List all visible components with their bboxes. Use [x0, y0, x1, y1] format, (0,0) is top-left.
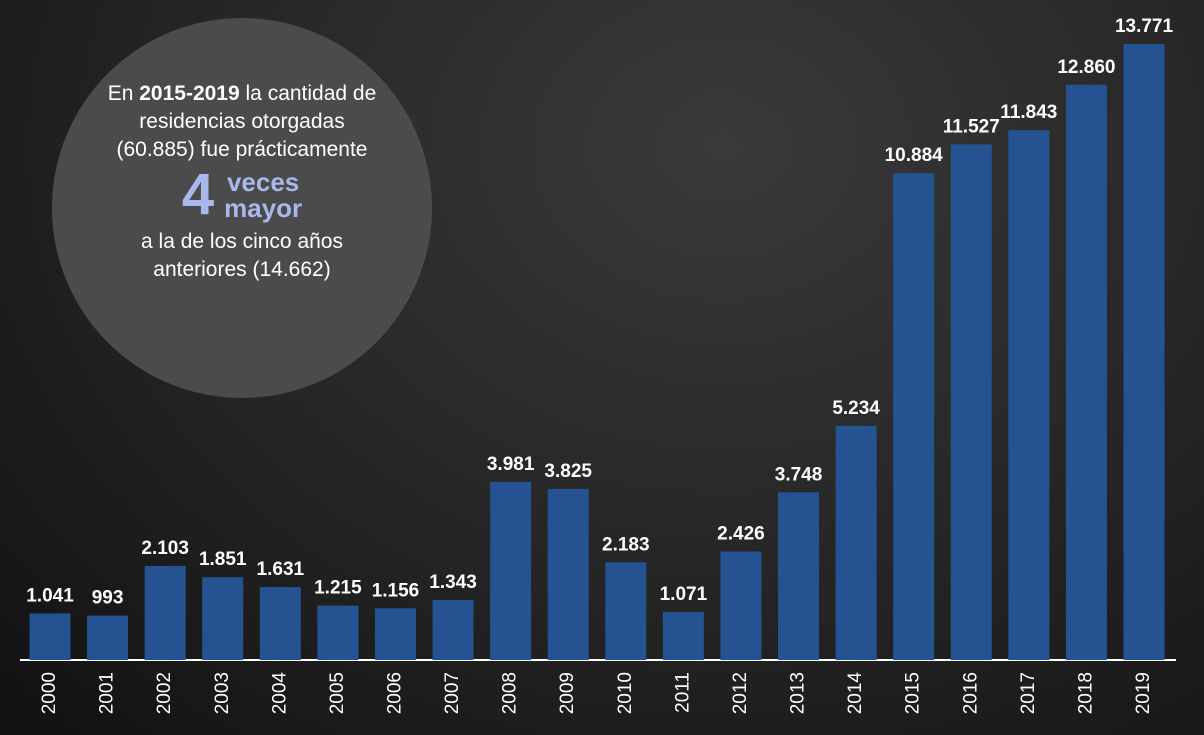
value-label: 2.183 — [602, 534, 650, 555]
value-label: 12.860 — [1057, 57, 1115, 78]
x-tick-label: 2011 — [672, 672, 693, 713]
value-label: 2.103 — [141, 538, 189, 559]
bar — [605, 562, 647, 660]
x-tick-label: 2015 — [903, 672, 924, 714]
bar — [144, 565, 186, 660]
value-label: 2.426 — [717, 523, 765, 544]
bar — [1123, 44, 1165, 660]
annotation-words: veces mayor — [224, 169, 302, 221]
x-tick-label: 2005 — [327, 672, 348, 714]
value-label: 11.527 — [943, 116, 1000, 137]
bar — [432, 599, 474, 660]
bar — [950, 144, 992, 660]
bar — [87, 615, 129, 660]
value-label: 11.843 — [1000, 102, 1057, 123]
x-tick-label: 2017 — [1018, 672, 1039, 714]
annotation-text2: a la de los cinco años anteriores (14.66… — [141, 230, 343, 281]
x-tick-label: 2008 — [500, 672, 521, 714]
annotation-factor: 4 — [181, 162, 215, 227]
value-label: 13.771 — [1115, 16, 1174, 37]
x-tick-label: 2013 — [788, 672, 809, 714]
bar — [778, 492, 820, 660]
value-label: 3.825 — [544, 461, 592, 482]
x-tick-label: 2002 — [154, 672, 175, 714]
x-tick-label: 2001 — [97, 672, 118, 714]
x-tick-label: 2010 — [615, 672, 636, 714]
annotation-text1: la cantidad de residencias otorgadas (60… — [116, 82, 377, 161]
x-tick-label: 2006 — [384, 672, 405, 714]
x-tick-label: 2004 — [269, 672, 290, 715]
value-label: 10.884 — [885, 145, 944, 166]
bar — [317, 605, 359, 660]
annotation-period: 2015-2019 — [139, 82, 240, 105]
bar — [662, 612, 704, 660]
bar — [29, 613, 71, 660]
annotation-highlight: 4 veces mayor — [107, 166, 377, 224]
bar — [490, 481, 532, 660]
bar — [259, 587, 301, 660]
x-tick-label: 2012 — [730, 672, 751, 714]
annotation-word: mayor — [224, 193, 303, 223]
bar — [893, 173, 935, 660]
annotation-text: En 2015-2019 la cantidad de residencias … — [107, 80, 377, 284]
x-tick-label: 2007 — [442, 672, 463, 714]
annotation-circle: En 2015-2019 la cantidad de residencias … — [52, 18, 432, 398]
value-label: 3.981 — [487, 454, 535, 475]
value-label: 1.071 — [660, 584, 708, 605]
value-label: 3.748 — [775, 464, 823, 485]
bar — [202, 577, 244, 660]
bar — [835, 425, 877, 660]
x-tick-label: 2003 — [212, 672, 233, 714]
x-tick-label: 2018 — [1075, 672, 1096, 714]
x-tick-label: 2000 — [39, 672, 60, 714]
annotation-intro: En — [107, 82, 134, 105]
value-label: 1.156 — [372, 580, 420, 601]
value-label: 1.631 — [257, 559, 305, 580]
annotation-word: veces — [226, 167, 300, 197]
bar — [1065, 84, 1107, 661]
bar — [1008, 130, 1050, 661]
value-label: 1.215 — [314, 578, 362, 599]
x-tick-label: 2016 — [960, 672, 981, 714]
x-tick-label: 2014 — [845, 672, 866, 715]
x-tick-label: 2019 — [1133, 672, 1154, 714]
bar — [720, 551, 762, 660]
value-label: 5.234 — [832, 398, 880, 419]
value-label: 1.343 — [429, 572, 477, 593]
value-label: 1.851 — [199, 549, 247, 570]
value-label: 1.041 — [26, 585, 74, 606]
bar — [374, 608, 416, 660]
value-label: 993 — [92, 588, 124, 609]
bar — [547, 488, 589, 660]
x-tick-label: 2009 — [557, 672, 578, 714]
